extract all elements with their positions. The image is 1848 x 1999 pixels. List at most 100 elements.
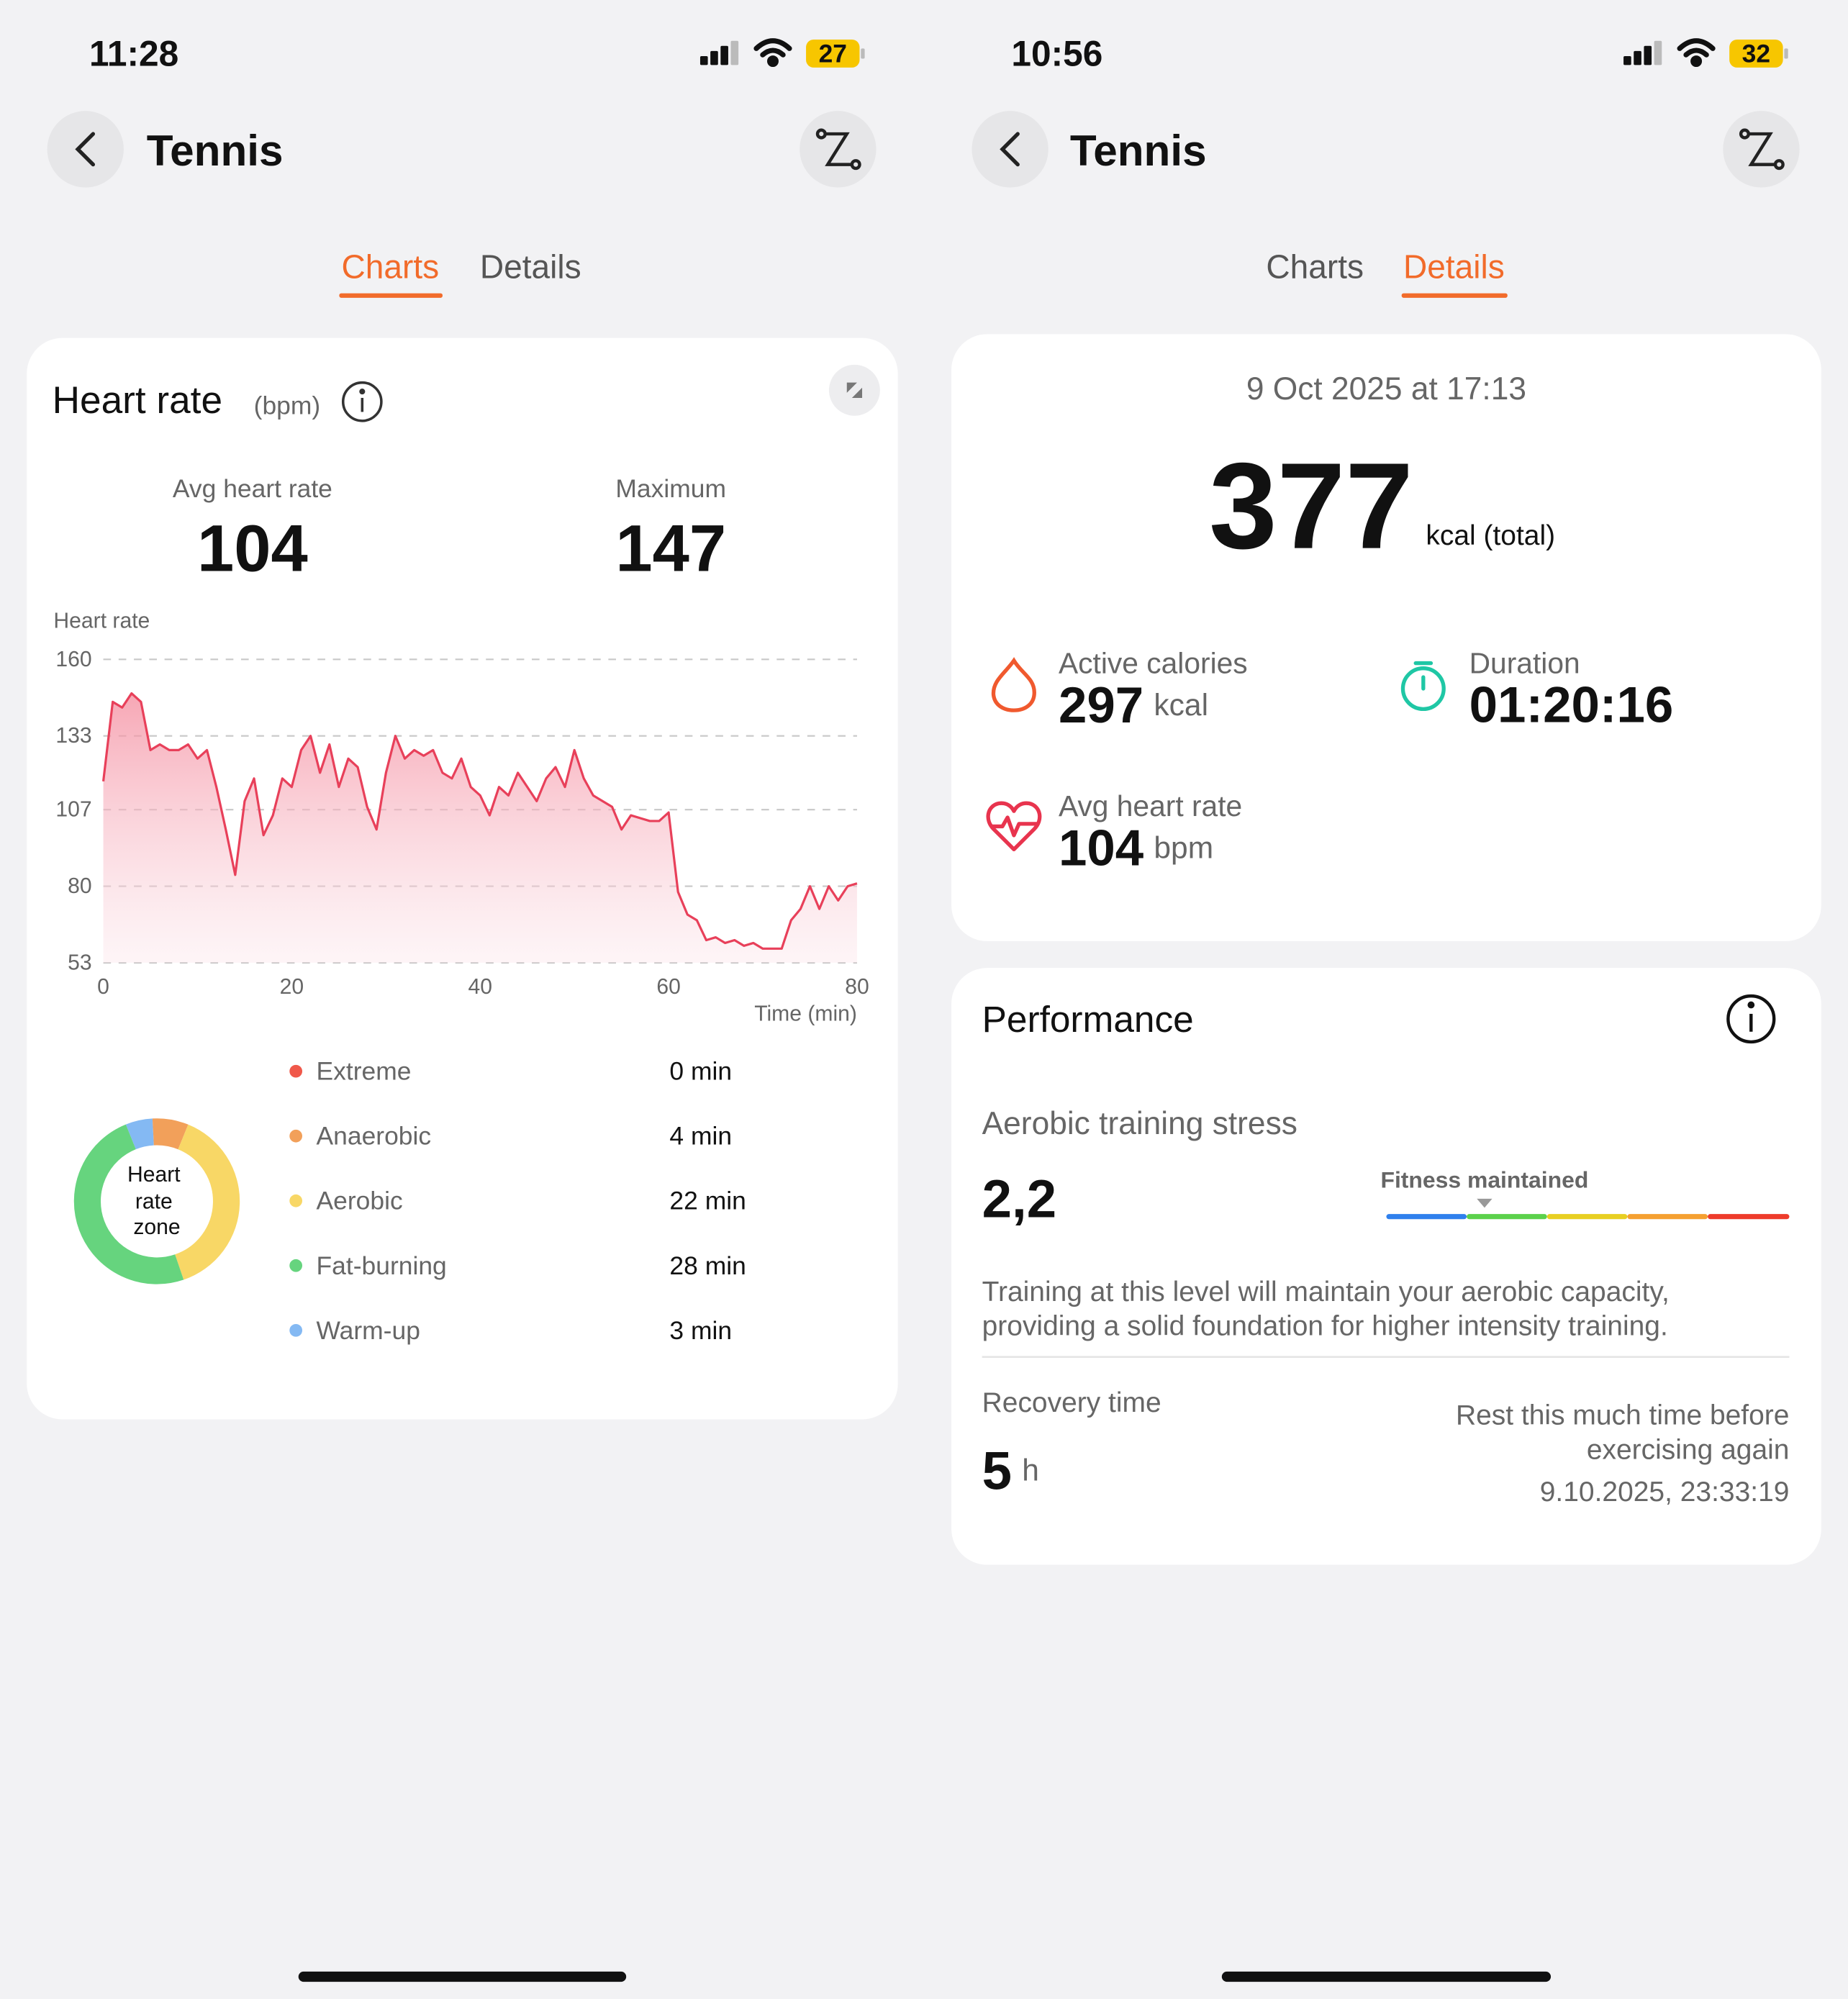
- wifi-icon: [753, 38, 792, 68]
- legend-dot: [289, 1259, 303, 1272]
- home-indicator: [298, 1971, 627, 1982]
- x-axis-label: Time (min): [754, 1002, 857, 1025]
- battery-level: 27: [819, 39, 847, 68]
- info-icon[interactable]: [1726, 994, 1776, 1044]
- legend-value: 0 min: [669, 1057, 732, 1086]
- stat-label: Avg heart rate: [173, 474, 332, 503]
- battery-nub: [1784, 48, 1788, 59]
- tab[interactable]: Charts: [341, 248, 439, 285]
- legend-value: 22 min: [669, 1187, 746, 1215]
- stat-label: Avg heart rate: [1059, 789, 1242, 822]
- donut-segment: [152, 1118, 189, 1150]
- y-tick-label: 53: [68, 951, 92, 975]
- stat-value: 147: [615, 512, 726, 586]
- workout-date: 9 Oct 2025 at 17:13: [1246, 371, 1526, 407]
- x-tick-label: 60: [656, 975, 681, 999]
- description: providing a solid foundation for higher …: [982, 1311, 1668, 1342]
- area: [103, 693, 857, 964]
- legend-dot: [289, 1194, 303, 1207]
- rest-note: exercising again: [1587, 1435, 1790, 1466]
- stat-label: Maximum: [615, 474, 726, 503]
- signal-icon: [1623, 40, 1662, 65]
- route-icon: [815, 128, 861, 171]
- home-indicator: [1221, 1971, 1552, 1982]
- legend-value: 3 min: [669, 1316, 732, 1345]
- metric-label: Aerobic training stress: [982, 1106, 1297, 1141]
- line: [101, 692, 858, 950]
- battery-icon: [806, 39, 860, 68]
- donut-segment: [125, 1118, 155, 1150]
- legend-name: Anaerobic: [317, 1122, 432, 1151]
- legend-name: Fat-burning: [317, 1251, 447, 1280]
- card-unit: (bpm): [254, 391, 321, 420]
- y-tick-label: 107: [55, 798, 91, 822]
- legend-name: Warm-up: [317, 1316, 420, 1345]
- metric-label: Recovery time: [982, 1387, 1161, 1418]
- heart-icon: [986, 801, 1042, 851]
- page-title: Tennis: [147, 126, 284, 175]
- tab[interactable]: Charts: [1266, 248, 1364, 285]
- back-chevron: [1000, 132, 1020, 167]
- status-label: Fitness maintained: [1380, 1166, 1588, 1192]
- battery-nub: [861, 48, 865, 59]
- legend-name: Aerobic: [317, 1187, 403, 1215]
- total-calories-unit: kcal (total): [1426, 520, 1555, 551]
- legend-name: Extreme: [317, 1057, 412, 1086]
- tab[interactable]: Details: [1403, 248, 1505, 285]
- back-chevron: [75, 132, 96, 167]
- card-title: Performance: [982, 998, 1194, 1040]
- legend-value: 4 min: [669, 1122, 732, 1151]
- status-time: 11:28: [89, 33, 178, 73]
- legend-dot: [289, 1323, 303, 1337]
- legend-dot: [289, 1129, 303, 1143]
- metric-value: 2,2: [982, 1169, 1056, 1228]
- back-button[interactable]: [971, 111, 1048, 188]
- tab[interactable]: Details: [480, 248, 581, 285]
- zone-legend: Extreme 0 min Anaerobic 4 min Aerobic 22 min F…: [289, 1057, 746, 1345]
- tab-underline: [1401, 293, 1508, 298]
- rest-note: Rest this much time before: [1456, 1400, 1789, 1431]
- wifi-icon: [1677, 38, 1716, 68]
- flame-icon: [991, 657, 1036, 712]
- battery-icon: [1729, 39, 1783, 68]
- y-tick-label: 133: [55, 724, 91, 748]
- donut-center-label: Heart rate zone: [127, 1163, 186, 1239]
- legend-dot: [289, 1064, 303, 1078]
- stat-value: 01:20:16: [1469, 677, 1674, 734]
- description: Training at this level will maintain you…: [982, 1277, 1670, 1307]
- route-icon: [1739, 128, 1785, 171]
- stat-label: Active calories: [1059, 647, 1248, 680]
- rest-until: 9.10.2025, 23:33:19: [1540, 1477, 1790, 1508]
- y-axis-label: Heart rate: [53, 609, 150, 633]
- donut-segment: [174, 1124, 240, 1280]
- left-screen: 11:28 27 Tennis Charts Details Heart rat…: [27, 33, 898, 1982]
- x-tick-label: 40: [468, 975, 492, 999]
- y-tick-label: 160: [55, 648, 91, 671]
- signal-icon: [699, 40, 739, 65]
- right-screen: 10:56 32 Tennis Charts Details 9 Oct 202…: [951, 33, 1821, 1982]
- x-tick-label: 80: [845, 975, 869, 999]
- scale-pointer: [1477, 1198, 1493, 1208]
- x-tick-label: 0: [97, 975, 109, 999]
- y-tick-label: 80: [68, 874, 92, 898]
- battery-level: 32: [1742, 39, 1770, 68]
- legend-value: 28 min: [669, 1251, 746, 1280]
- status-time: 10:56: [1011, 33, 1102, 73]
- stat-label: Duration: [1469, 647, 1580, 680]
- performance-card: [951, 968, 1821, 1565]
- stat-value: 104 bpm: [1059, 820, 1213, 876]
- summary-card: [951, 334, 1821, 941]
- card-title: Heart rate: [53, 379, 222, 422]
- expand-icon: [846, 382, 863, 398]
- page-title: Tennis: [1070, 126, 1207, 175]
- x-tick-label: 20: [280, 975, 304, 999]
- stat-value: 297 kcal: [1059, 677, 1208, 734]
- total-calories: 377: [1209, 438, 1413, 575]
- back-button[interactable]: [47, 111, 124, 188]
- stopwatch-icon: [1400, 661, 1446, 712]
- expand-button[interactable]: [828, 364, 880, 416]
- info-icon[interactable]: [341, 381, 383, 422]
